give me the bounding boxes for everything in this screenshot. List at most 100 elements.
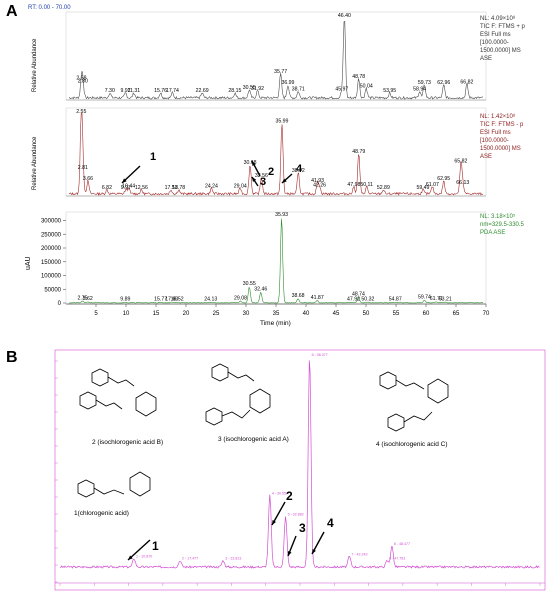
trace2-peak-label: 61.07 bbox=[426, 182, 439, 188]
trace1-peak-label: 36.99 bbox=[281, 80, 294, 86]
structure-isochlorogenic-acid-c bbox=[379, 371, 449, 432]
trace2-info-line: [100.0000- bbox=[480, 138, 509, 144]
trace3-peak-label: 30.55 bbox=[243, 281, 256, 287]
trace1-info-line: [100.0000- bbox=[480, 40, 509, 46]
trace1-info-line: ASE bbox=[480, 56, 492, 62]
trace3-peak-label: 41.87 bbox=[311, 295, 324, 301]
trace3-peak-label: 32.46 bbox=[254, 287, 267, 293]
compound-label-2: 2 (isochlorogenic acid B) bbox=[92, 439, 163, 446]
x-tick-label: 5 bbox=[94, 311, 98, 317]
trace3-y-label: uAU bbox=[25, 256, 32, 270]
panel-b-peak-label: 2 - 17.477 bbox=[182, 557, 198, 561]
trace2-peak-label: 42.26 bbox=[313, 183, 326, 189]
x-axis-label: Time (min) bbox=[260, 320, 291, 327]
trace1-peak-label: 2.80 bbox=[78, 79, 88, 85]
trace1-peak-label: 38.71 bbox=[292, 87, 305, 93]
trace2-info-line: TIC F: FTMS - p bbox=[480, 122, 524, 128]
trace3-peak-label: 9.89 bbox=[120, 296, 130, 302]
trace1-peak-label: 22.69 bbox=[196, 88, 209, 94]
trace3-peak-label: 29.08 bbox=[234, 295, 247, 301]
panel-a-x-ticks: 5 10 15 20 25 30 35 40 45 50 55 60 65 70 bbox=[94, 304, 490, 317]
panel-a-y-ticks: 0 50000 100000 150000 200000 250000 300000 bbox=[41, 219, 66, 307]
trace2-info-line: NL: 1.42×10⁸ bbox=[480, 113, 516, 120]
trace3-peak-label: 2.75 bbox=[77, 295, 87, 301]
trace1-peak-label: 62.96 bbox=[437, 80, 450, 86]
y-tick-label: 200000 bbox=[41, 246, 62, 252]
panel-b-peak-label: 4 - 30.557 bbox=[272, 492, 288, 496]
trace2-peak-label: 66.13 bbox=[456, 180, 469, 186]
x-tick-label: 30 bbox=[243, 311, 250, 317]
panel-b-peak-label: 6 - 36.377 bbox=[312, 353, 328, 357]
trace2-peak-label: 50.11 bbox=[360, 182, 373, 188]
x-tick-label: 70 bbox=[483, 311, 490, 317]
trace3-peak-label: 61.71 bbox=[430, 296, 443, 302]
trace1-peak-label: 59.73 bbox=[418, 80, 431, 86]
trace1-peak-label: 28.15 bbox=[228, 88, 241, 94]
structure-chlorogenic-acid bbox=[77, 471, 151, 498]
trace1-peak-label: 17.74 bbox=[166, 88, 179, 94]
annotation-number: 2 bbox=[268, 166, 274, 178]
panel-b-annotations: 1 2 3 4 bbox=[127, 489, 334, 561]
trace1-info: NL: 4.09×10⁸ TIC F: FTMS + p ESI Full ms… bbox=[480, 15, 527, 62]
x-tick-label: 10 bbox=[123, 311, 130, 317]
trace2-y-label: Relative Abundance bbox=[32, 136, 38, 190]
trace2-info: NL: 1.42×10⁸ TIC F: FTMS - p ESI Full ms… bbox=[480, 113, 525, 160]
trace3-peak-label: 38.68 bbox=[292, 293, 305, 299]
x-tick-label: 35 bbox=[273, 311, 280, 317]
trace1-y-label: Relative Abundance bbox=[32, 38, 38, 92]
x-tick-label: 20 bbox=[183, 311, 190, 317]
trace3-peak-label: 15.77 bbox=[154, 296, 167, 302]
trace2-peak-label: 12.56 bbox=[135, 185, 148, 191]
trace2-peak-label: 6.82 bbox=[102, 185, 112, 191]
trace3-info-line: PDA ASE bbox=[480, 230, 505, 236]
annotation-arrow-head bbox=[282, 178, 287, 183]
annotation-number: 1 bbox=[150, 151, 156, 163]
trace2-peak-label: 2.81 bbox=[78, 165, 88, 171]
trace2-peak-label: 41.93 bbox=[311, 178, 324, 184]
trace3-peak-label: 47.92 bbox=[347, 296, 360, 302]
trace1-info-line: ESI Full ms bbox=[480, 32, 511, 38]
trace1-peak-label: 15.76 bbox=[154, 88, 167, 94]
trace3-info: NL: 3.18×10⁵ nm=329.5-330.5 PDA ASE bbox=[480, 213, 526, 236]
y-tick-label: 50000 bbox=[44, 287, 61, 293]
trace2-peak-label: 18.78 bbox=[172, 185, 185, 191]
x-tick-label: 25 bbox=[213, 311, 220, 317]
trace2-info-line: ASE bbox=[480, 154, 492, 160]
trace1-line bbox=[68, 20, 484, 100]
trace1-info-line: TIC F: FTMS + p bbox=[480, 24, 525, 30]
trace3-peak-label: 50.32 bbox=[361, 296, 374, 302]
trace3-info-line: NL: 3.18×10⁵ bbox=[480, 213, 516, 220]
trace2-peak-label: 52.89 bbox=[377, 185, 390, 191]
trace3-line bbox=[68, 218, 484, 304]
panel-b-annotation-number: 4 bbox=[327, 516, 334, 530]
trace2-peak-label: 3.66 bbox=[83, 176, 93, 182]
y-tick-label: 0 bbox=[58, 301, 62, 307]
annotation-arrow-head bbox=[122, 178, 127, 183]
x-tick-label: 60 bbox=[423, 311, 430, 317]
panel-b-annotation-number: 1 bbox=[152, 539, 159, 553]
y-tick-label: 250000 bbox=[41, 232, 62, 238]
trace2-peak-label: 65.82 bbox=[454, 159, 467, 165]
annotation-arrow-head bbox=[252, 161, 256, 166]
panel-b-annotation-arrow bbox=[127, 539, 151, 561]
trace1-peak-label: 46.40 bbox=[338, 13, 351, 19]
trace3-peak-label: 48.74 bbox=[352, 292, 365, 298]
trace1-peak-label: 45.97 bbox=[335, 87, 348, 93]
panel-b-peak-label: 1 - 10.870 bbox=[136, 555, 152, 559]
compound-label-1: 1(chlorogenic acid) bbox=[74, 510, 129, 517]
panel-b-annotation-number: 2 bbox=[286, 489, 293, 503]
panel-b-peak-label: 9 - 47.763 bbox=[389, 557, 405, 561]
trace2-peak-label: 47.98 bbox=[347, 182, 360, 188]
panel-b-annotation-arrow-head bbox=[312, 549, 316, 554]
trace1-peak-label: 2.58 bbox=[76, 75, 86, 81]
trace3-peak-label: 63.21 bbox=[439, 296, 452, 302]
trace2-info-line: 1500.0000] MS bbox=[480, 146, 521, 152]
x-tick-label: 45 bbox=[333, 311, 340, 317]
trace1-peak-label: 66.82 bbox=[460, 79, 473, 85]
trace1-peak-label: 35.77 bbox=[274, 69, 287, 75]
trace3-info-line: nm=329.5-330.5 bbox=[480, 222, 525, 228]
rt-range-label: RT: 0.00 - 70.00 bbox=[28, 5, 71, 11]
panel-b-peak-label: 7 - 42.243 bbox=[351, 553, 367, 557]
trace2-peak-label: 38.72 bbox=[292, 168, 305, 174]
